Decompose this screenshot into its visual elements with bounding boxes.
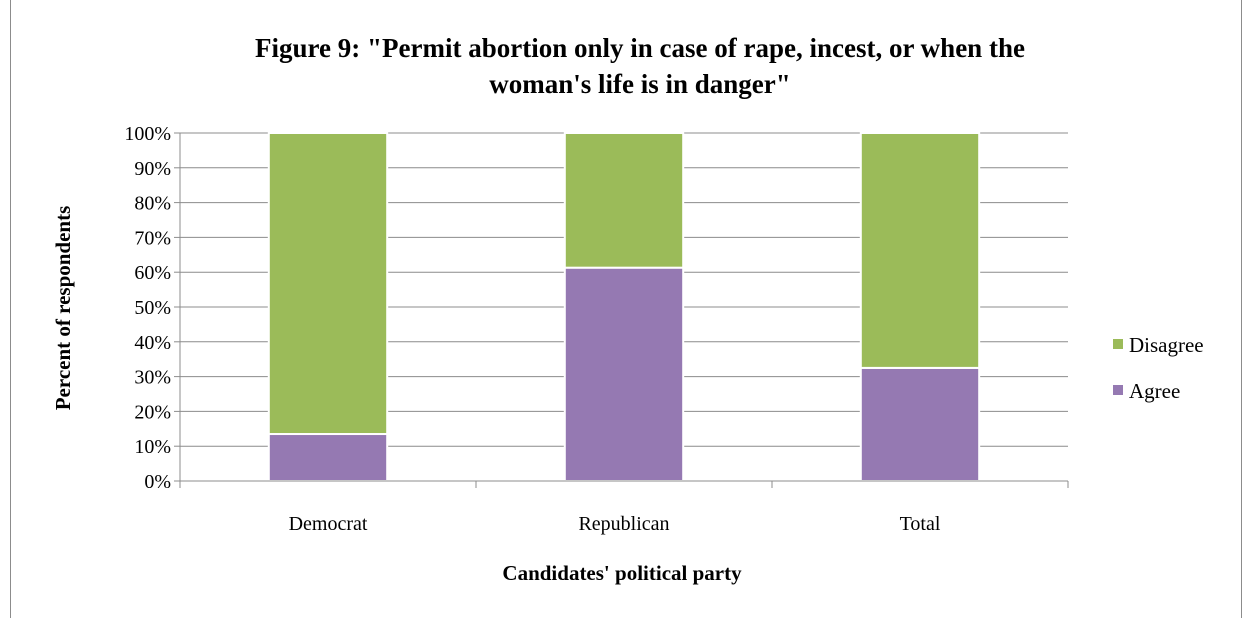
x-axis-ticks: Democrat Republican Total [179, 481, 1069, 535]
legend-swatch-disagree [1113, 339, 1123, 349]
y-tick-label: 0% [144, 471, 171, 493]
axes [174, 133, 1068, 482]
legend-swatch-agree [1113, 385, 1123, 395]
y-tick-label: 70% [134, 227, 171, 249]
x-tick-label: Republican [578, 513, 669, 535]
bar-agree-total [859, 366, 981, 482]
bar-agree-republican [563, 266, 685, 482]
legend-label-disagree: Disagree [1129, 333, 1204, 357]
bars [267, 132, 981, 482]
legend: Disagree Agree [1113, 333, 1204, 403]
y-tick-label: 80% [134, 193, 171, 215]
chart-title: Figure 9: "Permit abortion only in case … [255, 33, 1025, 99]
y-tick-label: 60% [134, 262, 171, 284]
x-axis-label: Candidates' political party [502, 561, 742, 585]
y-tick-label: 40% [134, 332, 171, 354]
y-axis-label: Percent of respondents [51, 206, 75, 411]
bar-disagree-total [859, 132, 981, 369]
y-tick-label: 100% [124, 123, 171, 145]
x-tick-label: Democrat [289, 513, 368, 535]
chart-frame [10, 0, 1242, 618]
y-tick-label: 90% [134, 158, 171, 180]
bar-agree-democrat [267, 433, 389, 482]
chart-title-line-1: Figure 9: "Permit abortion only in case … [255, 33, 1025, 63]
bar-disagree-republican [563, 132, 685, 269]
x-tick-label: Total [900, 513, 941, 535]
bar-disagree-democrat [267, 132, 389, 436]
y-tick-label: 50% [134, 297, 171, 319]
legend-label-agree: Agree [1129, 379, 1180, 403]
y-tick-label: 30% [134, 367, 171, 389]
chart-title-line-2: woman's life is in danger" [489, 69, 791, 99]
y-tick-label: 10% [134, 436, 171, 458]
y-axis-ticks: 0% 10% 20% 30% 40% 50% 60% 70% 80% 90% 100% [124, 123, 180, 493]
y-tick-label: 20% [134, 401, 171, 423]
